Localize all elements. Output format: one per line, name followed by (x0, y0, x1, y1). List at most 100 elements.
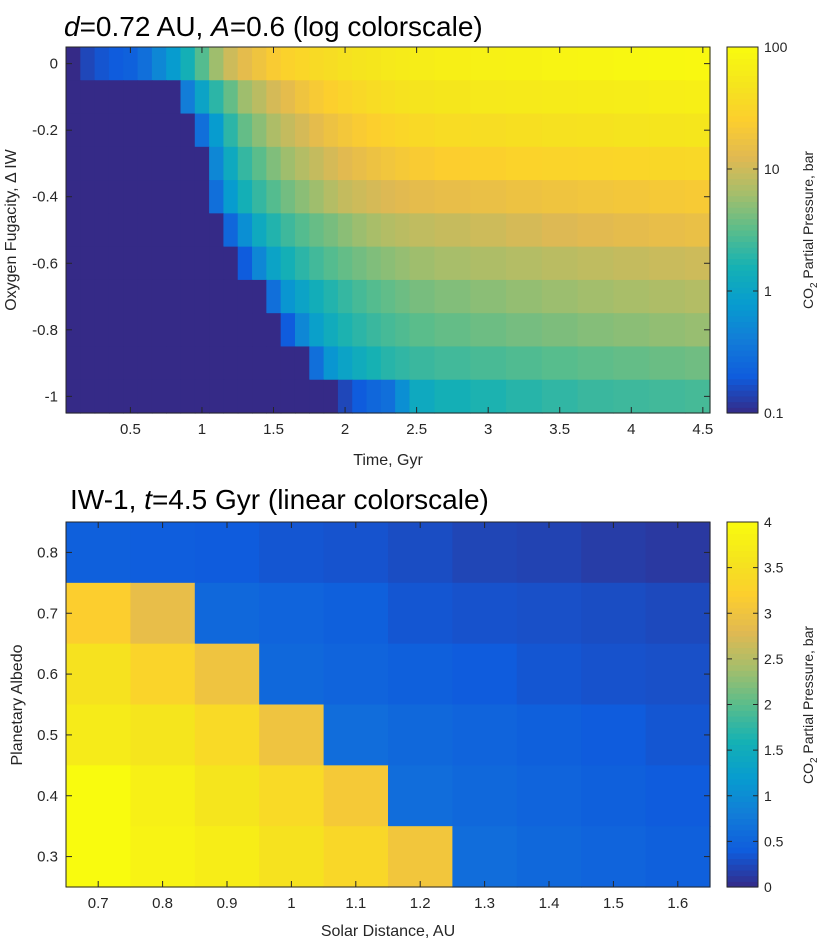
colorbar-segment (727, 132, 758, 140)
heatmap-cell (577, 113, 614, 148)
x-tick-label: 1.4 (539, 895, 560, 912)
heatmap-cell (108, 47, 124, 81)
heatmap-cell (209, 379, 225, 414)
heatmap-cell (470, 113, 507, 148)
heatmap-cell (151, 246, 167, 281)
colorbar-segment (727, 87, 758, 94)
colorbar-segment (727, 264, 758, 271)
heatmap-cell (280, 80, 296, 115)
heatmap-cell (223, 80, 239, 115)
heatmap-cell (280, 113, 296, 148)
heatmap-cell (645, 704, 711, 766)
colorbar-segment (727, 281, 758, 288)
colorbar-segment (727, 710, 758, 717)
y-tick-label: -0.2 (32, 122, 58, 139)
colorbar-segment (727, 384, 758, 391)
heatmap-cell (516, 704, 582, 766)
heatmap-cell (541, 113, 579, 148)
heatmap-cell (94, 180, 110, 214)
colorbar-2-label-sub: 2 (809, 757, 820, 763)
heatmap-cell (180, 346, 196, 381)
colorbar-tick-label: 4 (764, 514, 772, 530)
heatmap-cell (649, 246, 686, 281)
colorbar-segment (727, 195, 758, 203)
colorbar-segment (727, 155, 758, 162)
heatmap-cell (352, 379, 368, 414)
heatmap-cell (123, 180, 139, 214)
heatmap-cell (209, 213, 225, 248)
heatmap-cell (166, 47, 182, 81)
colorbar-segment (727, 573, 758, 580)
heatmap-cell (180, 279, 196, 314)
heatmap-cell (180, 113, 196, 148)
colorbar-segment (727, 378, 758, 386)
heatmap-cell (337, 213, 353, 248)
heatmap-cell (294, 379, 310, 414)
heatmap-cell (366, 313, 382, 348)
colorbar-segment (727, 858, 758, 865)
heatmap-cell (388, 826, 453, 888)
heatmap-cell (194, 213, 210, 248)
colorbar-segment (727, 522, 758, 529)
heatmap-cell (366, 246, 382, 281)
x-tick-label: 1.1 (345, 895, 366, 912)
heatmap-cell (123, 146, 139, 181)
heatmap-cell (323, 213, 339, 248)
chart-title-2: IW-1, t=4.5 Gyr (linear colorscale) (70, 484, 489, 515)
heatmap-cell (166, 80, 182, 115)
heatmap-cell (223, 113, 239, 148)
heatmap-cell (645, 826, 711, 888)
colorbar-segment (727, 733, 758, 740)
heatmap-cell (123, 246, 139, 281)
heatmap-cell (649, 313, 686, 348)
heatmap-cell (252, 346, 267, 381)
heatmap-cell (266, 346, 282, 381)
heatmap-cell (388, 643, 453, 706)
y-tick-label: -0.4 (32, 189, 58, 206)
colorbar-segment (727, 69, 758, 77)
colorbar-segment (727, 881, 758, 888)
heatmap-cell (541, 246, 579, 281)
heatmap-cell (409, 113, 436, 148)
heatmap-cell (380, 180, 396, 214)
heatmap-cell (470, 213, 507, 248)
heatmap-cell (581, 522, 647, 584)
colorbar-segment (727, 653, 758, 660)
colorbar-tick-label: 1.5 (764, 742, 784, 758)
heatmap-cell (259, 522, 325, 584)
colorbar-segment (727, 252, 758, 260)
heatmap-cell (130, 826, 196, 888)
heatmap-cell (577, 279, 614, 314)
heatmap-panel-distance-albedo: IW-1, t=4.5 Gyr (linear colorscale) 0.7 0… (9, 484, 820, 940)
heatmap-cell (66, 80, 81, 115)
heatmap-cell (137, 313, 153, 348)
heatmap-cell (323, 246, 339, 281)
heatmap-cell (684, 279, 711, 314)
heatmap-cell (649, 146, 686, 181)
heatmap-cell (137, 80, 153, 115)
colorbar-segment (727, 601, 758, 609)
colorbar-segment (727, 584, 758, 592)
colorbar-segment (727, 121, 758, 128)
heatmap-cell (266, 313, 282, 348)
heatmap-cell (237, 180, 253, 214)
heatmap-cell (409, 47, 436, 81)
colorbar-segment (727, 189, 758, 197)
colorbar-segment (727, 304, 758, 311)
heatmap-cell (294, 313, 310, 348)
colorbar-tick-label: 0.5 (764, 833, 784, 849)
colorbar-segment (727, 687, 758, 694)
heatmap-cell (223, 180, 239, 214)
heatmap-cell (123, 113, 139, 148)
heatmap-cell (541, 346, 579, 381)
heatmap-cell (395, 379, 411, 414)
heatmap-cell (366, 213, 382, 248)
heatmap-cell (613, 146, 650, 181)
heatmap-cell (80, 213, 96, 248)
heatmap-cell (684, 146, 711, 181)
heatmap-cell (223, 246, 239, 281)
heatmap-cell (252, 146, 267, 181)
heatmap-cell (352, 313, 368, 348)
colorbar-segment (727, 350, 758, 357)
